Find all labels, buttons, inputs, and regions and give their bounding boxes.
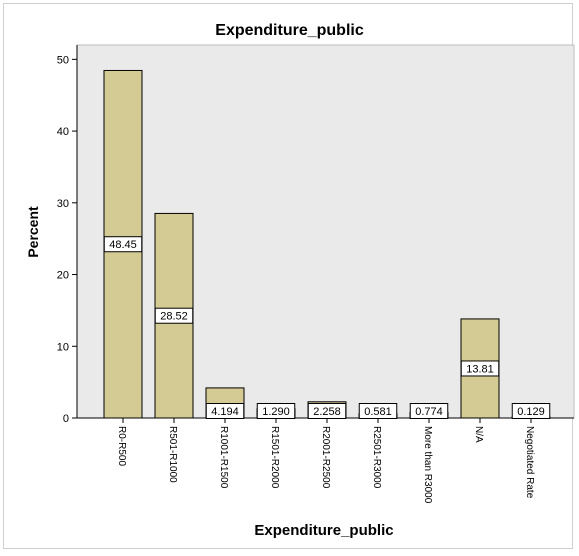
data-label: 0.774	[415, 406, 443, 418]
data-label-box	[460, 360, 500, 377]
x-tick-label: Negotiated Rate	[524, 426, 535, 499]
data-label: 4.194	[211, 406, 239, 418]
y-tick-label: 20	[57, 270, 69, 282]
data-label-box	[103, 236, 143, 253]
x-tick-label: R2001-R2500	[320, 426, 331, 489]
data-label-box	[256, 403, 296, 419]
x-tick-label: R1501-R2000	[269, 426, 280, 489]
data-label-box	[358, 403, 398, 419]
data-label-box	[511, 403, 551, 419]
y-tick-label: 50	[57, 54, 69, 66]
data-label: 28.52	[160, 311, 188, 323]
data-label: 1.290	[262, 406, 290, 418]
chart-title: Expenditure_public	[215, 22, 364, 39]
data-label-box	[409, 403, 449, 419]
data-label-box	[154, 307, 194, 324]
data-label: 13.81	[466, 363, 494, 375]
data-label: 2.258	[313, 406, 341, 418]
x-tick-label: More than R3000	[422, 426, 433, 504]
data-label-box	[307, 403, 347, 419]
data-label: 0.581	[364, 406, 392, 418]
y-tick-label: 40	[57, 126, 69, 138]
y-tick-label: 10	[57, 341, 69, 353]
data-label: 48.45	[109, 239, 137, 251]
data-label: 0.129	[517, 406, 545, 418]
x-tick-label: N/A	[473, 426, 484, 443]
y-tick-label: 30	[57, 198, 69, 210]
x-tick-label: R501-R1000	[167, 426, 178, 483]
x-axis-label: Expenditure_public	[254, 522, 394, 539]
x-tick-label: R1001-R1500	[218, 426, 229, 489]
x-tick-label: R2501-R3000	[371, 426, 382, 489]
x-tick-label: R0-R500	[116, 426, 127, 466]
data-label-box	[205, 403, 245, 419]
y-tick-label: 0	[63, 413, 69, 425]
